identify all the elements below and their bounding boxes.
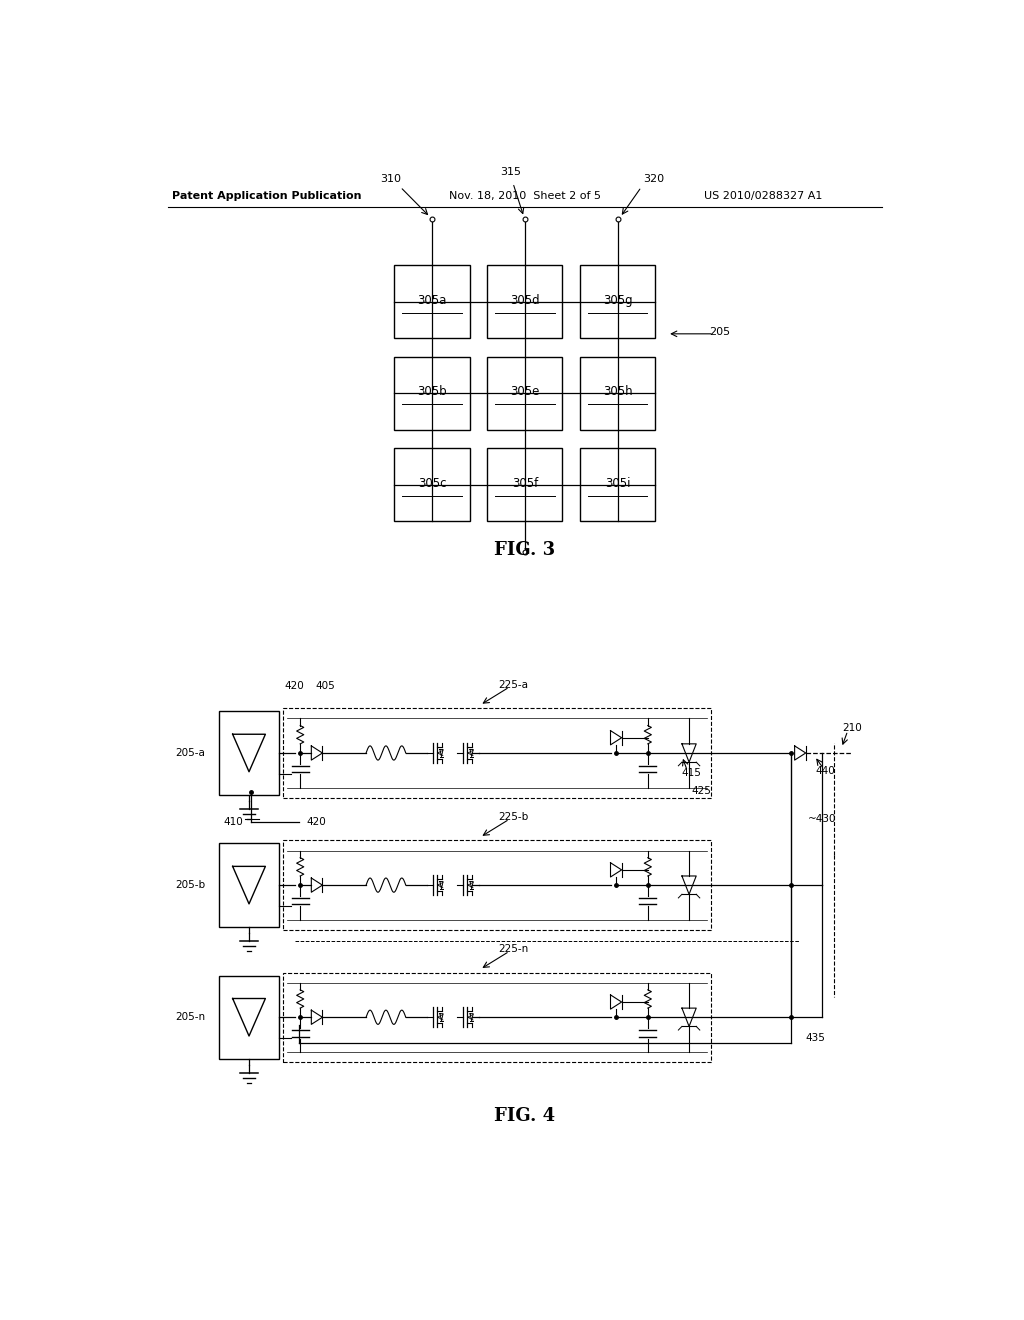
- Text: 305g: 305g: [603, 294, 633, 306]
- Bar: [219, 975, 279, 1059]
- Text: 205-a: 205-a: [175, 748, 205, 758]
- Text: 425: 425: [691, 785, 712, 796]
- Text: 205-n: 205-n: [175, 1012, 205, 1022]
- Bar: [394, 356, 470, 430]
- Text: 305c: 305c: [418, 477, 446, 490]
- Bar: [219, 711, 279, 795]
- Bar: [394, 447, 470, 521]
- Text: 420: 420: [306, 817, 327, 828]
- Text: 205: 205: [709, 327, 730, 337]
- Text: 315: 315: [500, 166, 521, 177]
- Text: Nov. 18, 2010  Sheet 2 of 5: Nov. 18, 2010 Sheet 2 of 5: [449, 191, 601, 201]
- Text: 435: 435: [805, 1032, 824, 1043]
- Text: 440: 440: [816, 767, 836, 776]
- Text: 310: 310: [380, 174, 401, 183]
- Text: 305d: 305d: [510, 294, 540, 306]
- Text: FIG. 3: FIG. 3: [495, 541, 555, 558]
- Text: 420: 420: [285, 681, 304, 690]
- Text: 305e: 305e: [510, 385, 540, 399]
- Text: 305b: 305b: [417, 385, 446, 399]
- Text: 205-b: 205-b: [175, 880, 205, 890]
- Text: 415: 415: [682, 768, 701, 779]
- Text: FIG. 4: FIG. 4: [495, 1107, 555, 1125]
- Text: 305h: 305h: [603, 385, 633, 399]
- Text: 305i: 305i: [605, 477, 631, 490]
- Text: Patent Application Publication: Patent Application Publication: [172, 191, 361, 201]
- Bar: [394, 265, 470, 338]
- Bar: [487, 265, 562, 338]
- Bar: [487, 447, 562, 521]
- Bar: [283, 973, 712, 1063]
- Text: 410: 410: [223, 817, 243, 828]
- Text: 320: 320: [643, 174, 664, 183]
- Text: 225-n: 225-n: [499, 944, 528, 954]
- Text: 305a: 305a: [417, 294, 446, 306]
- Bar: [283, 709, 712, 797]
- Text: US 2010/0288327 A1: US 2010/0288327 A1: [703, 191, 822, 201]
- Text: 225-a: 225-a: [499, 680, 528, 690]
- Bar: [580, 447, 655, 521]
- Text: 405: 405: [315, 681, 336, 690]
- Bar: [487, 356, 562, 430]
- Bar: [219, 843, 279, 927]
- Bar: [580, 265, 655, 338]
- Text: ~430: ~430: [808, 814, 837, 824]
- Text: 305f: 305f: [512, 477, 538, 490]
- Bar: [580, 356, 655, 430]
- Text: 210: 210: [842, 722, 861, 733]
- Text: 225-b: 225-b: [499, 812, 528, 822]
- Bar: [283, 841, 712, 929]
